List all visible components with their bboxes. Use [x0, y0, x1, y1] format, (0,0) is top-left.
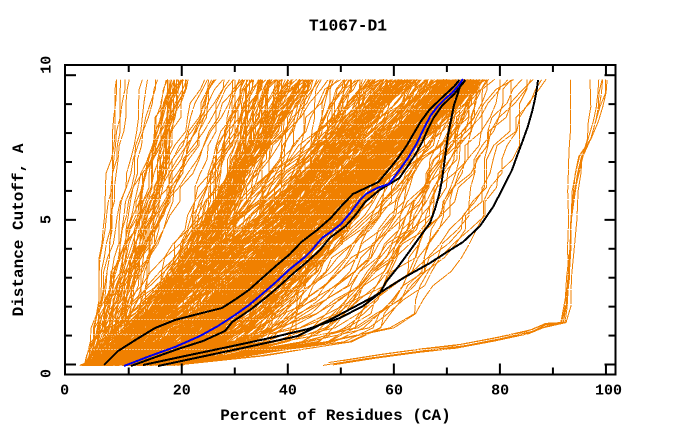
svg-text:10: 10 — [39, 56, 56, 74]
svg-text:5: 5 — [39, 215, 56, 224]
svg-text:0: 0 — [60, 383, 69, 400]
svg-text:20: 20 — [173, 383, 191, 400]
svg-text:0: 0 — [39, 369, 56, 378]
svg-text:100: 100 — [595, 383, 622, 400]
svg-text:Percent of Residues (CA): Percent of Residues (CA) — [220, 407, 450, 425]
svg-text:40: 40 — [279, 383, 297, 400]
svg-text:60: 60 — [385, 383, 403, 400]
svg-text:Distance Cutoff, A: Distance Cutoff, A — [10, 143, 28, 316]
svg-text:T1067-D1: T1067-D1 — [309, 17, 387, 36]
svg-text:80: 80 — [491, 383, 509, 400]
